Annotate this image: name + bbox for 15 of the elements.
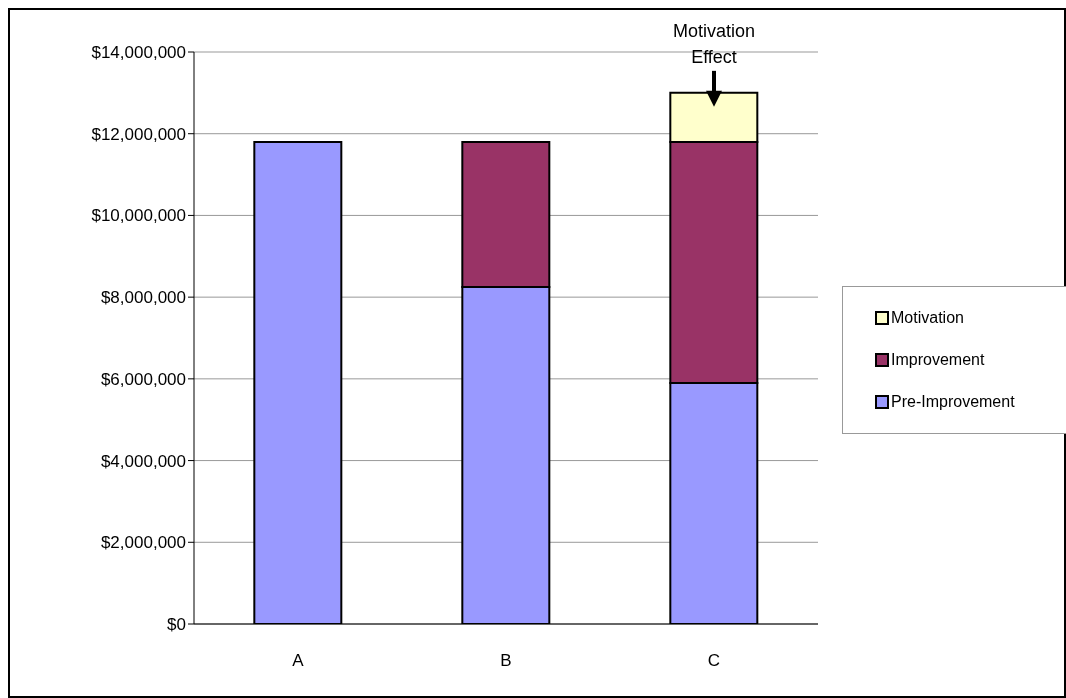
y-tick-label: $6,000,000 <box>100 369 186 389</box>
y-tick-label: $12,000,000 <box>91 124 186 144</box>
y-tick-label: $4,000,000 <box>100 451 186 471</box>
x-tick-label: A <box>292 651 305 671</box>
x-tick-label: C <box>707 651 721 671</box>
legend-label: Improvement <box>891 351 985 369</box>
legend-label: Motivation <box>891 309 964 327</box>
y-tick-label: $10,000,000 <box>91 206 186 226</box>
y-tick-label: $8,000,000 <box>100 288 186 308</box>
y-tick-label: $0 <box>167 615 186 635</box>
legend-label: Pre-Improvement <box>891 393 1015 411</box>
annotation: Motivation Effect <box>672 20 756 67</box>
y-tick-label: $2,000,000 <box>100 533 186 553</box>
y-tick-label: $14,000,000 <box>91 43 186 63</box>
x-tick-label: B <box>500 651 512 671</box>
